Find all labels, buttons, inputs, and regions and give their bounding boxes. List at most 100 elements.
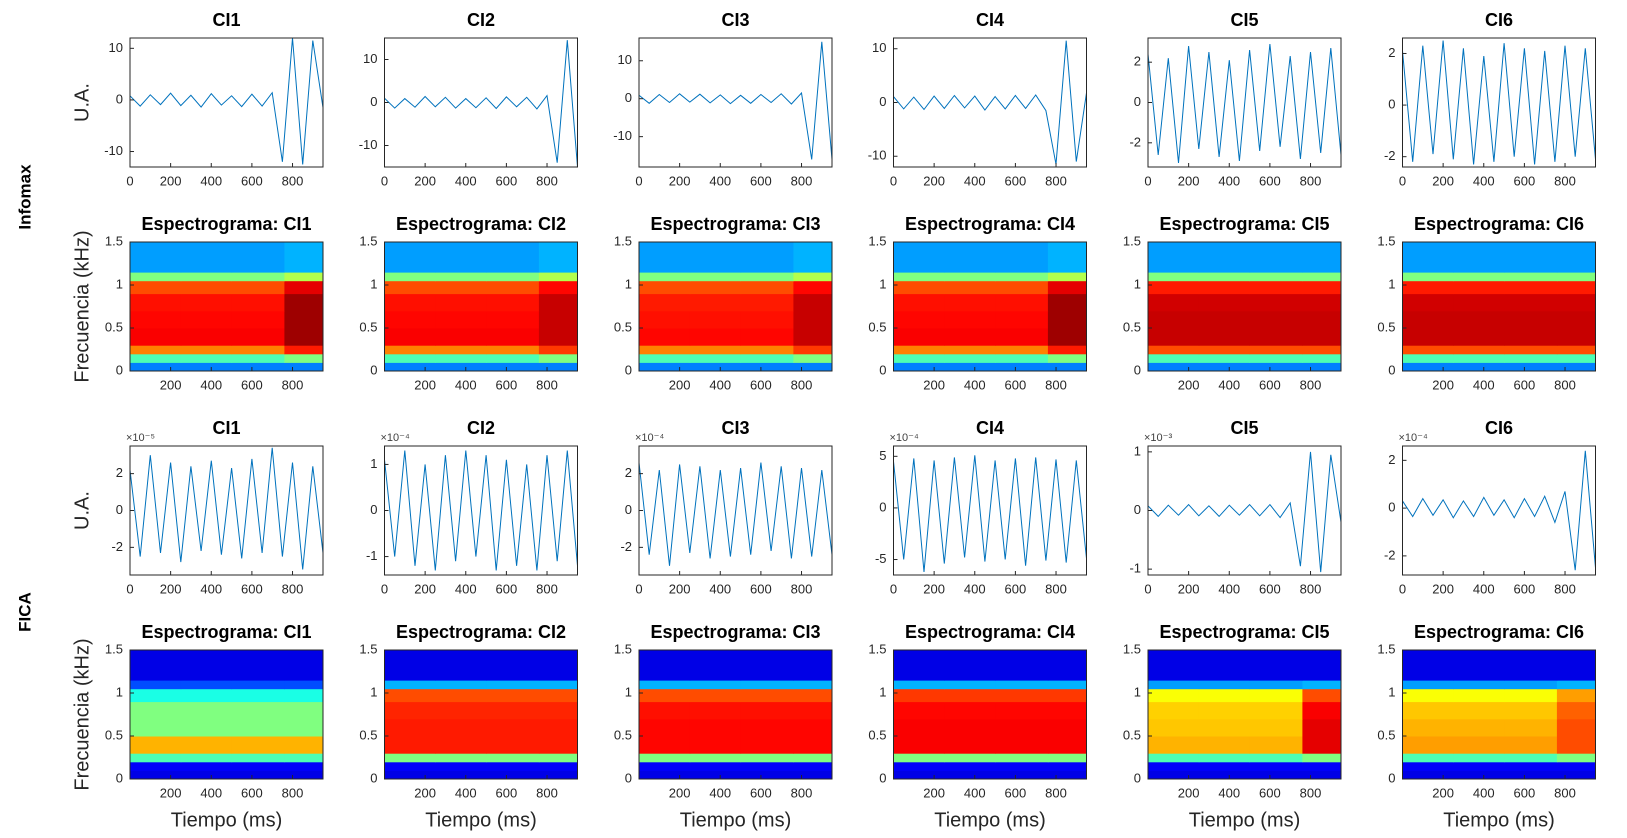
- heat-cell: [740, 353, 794, 363]
- heat-cell: [1556, 680, 1596, 690]
- heat-cell: [231, 650, 285, 681]
- heat-cell: [1453, 761, 1505, 771]
- heat-cell: [1249, 718, 1303, 737]
- heat-cell: [639, 353, 691, 363]
- axes-box: [129, 37, 324, 168]
- heat-cell: [944, 328, 996, 346]
- heat-cell: [130, 701, 182, 720]
- x-tick-label: 400: [200, 581, 222, 596]
- axes-box: [893, 649, 1087, 780]
- x-tick-label: 800: [1045, 377, 1067, 392]
- heat-cell: [384, 688, 436, 703]
- y-tick-label: -1: [1129, 561, 1141, 576]
- heat-cell: [1504, 310, 1558, 329]
- heat-cell: [1148, 718, 1200, 737]
- heat-cell: [639, 650, 691, 681]
- heat-cell: [1556, 761, 1596, 771]
- y-tick-label: 0: [1388, 500, 1395, 515]
- signal-line: [384, 40, 578, 167]
- y-tick-label: 0.5: [1123, 319, 1141, 334]
- signal-line: [1402, 40, 1596, 165]
- heat-cell: [1453, 242, 1505, 273]
- y-tick-label: 0: [370, 770, 377, 785]
- y-scale-label: ×10⁻⁴: [381, 432, 410, 444]
- heat-cell: [689, 770, 742, 779]
- heat-cell: [1047, 362, 1087, 371]
- heat-cell: [1148, 310, 1200, 329]
- subplot-title: CI5: [1230, 10, 1258, 30]
- x-tick-label: 600: [1259, 581, 1281, 596]
- heat-cell: [130, 353, 182, 363]
- heat-cell: [944, 701, 996, 720]
- x-tick-label: 200: [923, 581, 945, 596]
- subplot-title: CI1: [212, 418, 240, 438]
- heat-cell: [435, 736, 487, 754]
- heat-cell: [1402, 353, 1454, 363]
- y-axis-label: U.A.: [71, 83, 93, 122]
- y-tick-label: -10: [613, 128, 632, 143]
- heat-cell: [1302, 736, 1341, 754]
- heat-cell: [384, 701, 436, 720]
- heat-cell: [538, 280, 578, 295]
- x-tick-label: 400: [455, 173, 477, 188]
- heat-cell: [1047, 353, 1087, 363]
- y-tick-label: 0: [879, 94, 886, 109]
- heat-cell: [231, 701, 285, 720]
- heat-cell: [486, 328, 540, 346]
- heat-cell: [284, 272, 323, 282]
- heat-cell: [1504, 761, 1558, 771]
- heat-cell: [231, 272, 285, 282]
- heat-cell: [435, 753, 487, 763]
- y-tick-label: -10: [104, 143, 123, 158]
- heat-cell: [689, 310, 742, 329]
- x-tick-label: 600: [750, 377, 772, 392]
- heat-cell: [486, 753, 540, 763]
- heat-cell: [1556, 688, 1596, 703]
- heat-cell: [130, 345, 182, 355]
- x-tick-label: 200: [160, 581, 182, 596]
- x-tick-label: 600: [1514, 785, 1536, 800]
- heat-cell: [1249, 293, 1303, 312]
- heat-cell: [180, 272, 233, 282]
- axes-box: [1402, 37, 1596, 168]
- heat-cell: [1198, 718, 1251, 737]
- y-tick-label: 0: [370, 362, 377, 377]
- y-tick-label: 2: [116, 465, 123, 480]
- x-tick-label: 200: [1432, 785, 1454, 800]
- y-tick-label: -2: [1129, 134, 1141, 149]
- y-tick-label: 5: [879, 448, 886, 463]
- heat-cell: [1453, 736, 1505, 754]
- x-tick-label: 0: [1399, 581, 1406, 596]
- x-tick-label: 800: [282, 581, 304, 596]
- heat-cell: [1556, 718, 1596, 737]
- x-tick-label: 800: [1554, 581, 1576, 596]
- y-tick-label: 1.5: [105, 233, 123, 248]
- y-tick-label: 1.5: [1123, 233, 1141, 248]
- heat-cell: [944, 753, 996, 763]
- heat-cell: [180, 718, 233, 737]
- x-tick-label: 0: [635, 581, 642, 596]
- x-tick-label: 200: [923, 785, 945, 800]
- heat-cell: [793, 680, 832, 690]
- x-tick-label: 400: [964, 173, 986, 188]
- heat-cell: [538, 718, 578, 737]
- heat-cell: [793, 345, 832, 355]
- x-tick-label: 200: [923, 173, 945, 188]
- row-label: FICA: [15, 592, 34, 632]
- heat-cell: [435, 770, 487, 779]
- heat-cell: [486, 761, 540, 771]
- heat-cell: [639, 242, 691, 273]
- x-tick-label: 400: [1473, 377, 1495, 392]
- y-tick-label: 10: [109, 40, 123, 55]
- subplot-title: CI6: [1485, 418, 1513, 438]
- x-tick-label: 200: [1432, 581, 1454, 596]
- y-tick-label: 0: [370, 502, 377, 517]
- heat-cell: [180, 753, 233, 763]
- heat-cell: [1148, 362, 1200, 371]
- x-tick-label: 400: [200, 173, 222, 188]
- y-tick-label: 1: [879, 276, 886, 291]
- y-tick-label: 0.5: [868, 727, 886, 742]
- heat-cell: [893, 310, 945, 329]
- subplot-title: Espectrograma: CI5: [1159, 214, 1329, 234]
- x-tick-label: 200: [669, 377, 691, 392]
